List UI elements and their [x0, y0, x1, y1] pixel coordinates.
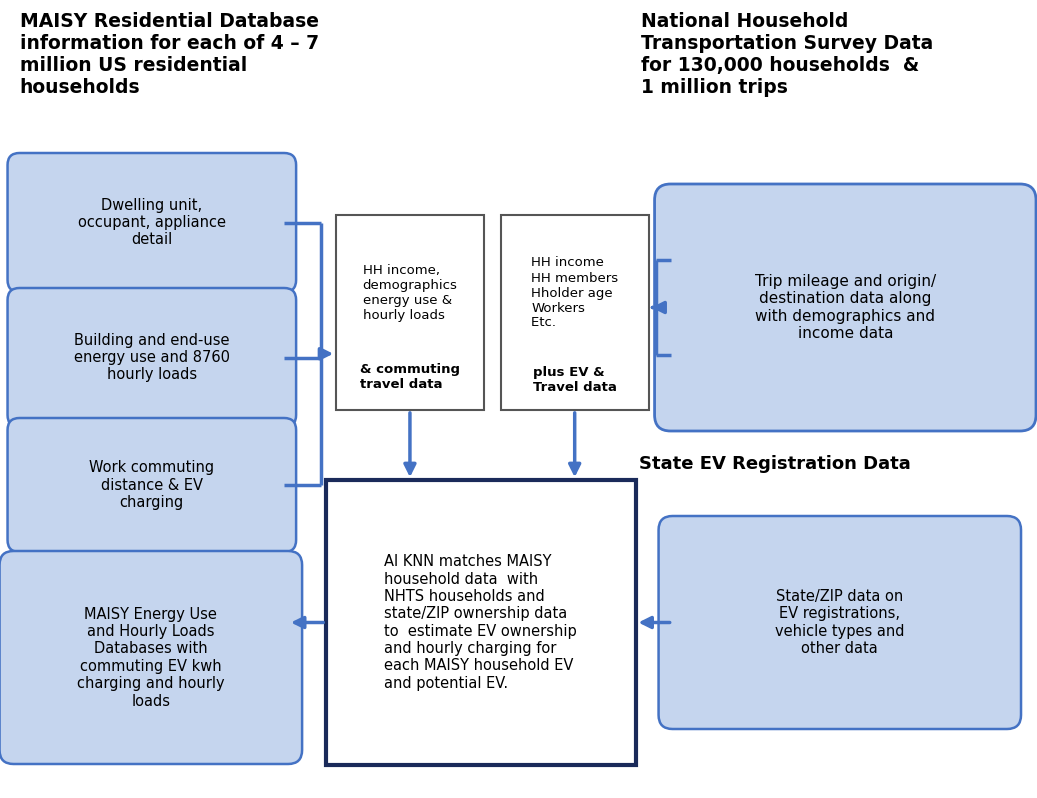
Text: Dwelling unit,
occupant, appliance
detail: Dwelling unit, occupant, appliance detai…: [78, 198, 226, 247]
Text: Building and end-use
energy use and 8760
hourly loads: Building and end-use energy use and 8760…: [74, 333, 230, 382]
Bar: [326, 480, 636, 765]
FancyBboxPatch shape: [7, 153, 297, 292]
FancyBboxPatch shape: [654, 184, 1036, 431]
Text: MAISY Residential Database
information for each of 4 – 7
million US residential
: MAISY Residential Database information f…: [20, 12, 318, 97]
Bar: [336, 215, 484, 410]
Text: Work commuting
distance & EV
charging: Work commuting distance & EV charging: [89, 460, 215, 510]
Text: MAISY Energy Use
and Hourly Loads
Databases with
commuting EV kwh
charging and h: MAISY Energy Use and Hourly Loads Databa…: [77, 606, 225, 709]
FancyBboxPatch shape: [7, 418, 297, 552]
Text: HH income,
demographics
energy use &
hourly loads: HH income, demographics energy use & hou…: [363, 264, 457, 322]
Text: plus EV &
Travel data: plus EV & Travel data: [533, 366, 617, 394]
Text: State/ZIP data on
EV registrations,
vehicle types and
other data: State/ZIP data on EV registrations, vehi…: [775, 589, 904, 656]
Text: State EV Registration Data: State EV Registration Data: [639, 455, 910, 473]
FancyBboxPatch shape: [7, 288, 297, 427]
FancyBboxPatch shape: [658, 516, 1021, 729]
Text: AI KNN matches MAISY
household data  with
NHTS households and
state/ZIP ownershi: AI KNN matches MAISY household data with…: [385, 554, 578, 691]
Text: Trip mileage and origin/
destination data along
with demographics and
income dat: Trip mileage and origin/ destination dat…: [755, 274, 935, 341]
Text: HH income
HH members
Hholder age
Workers
Etc.: HH income HH members Hholder age Workers…: [531, 256, 618, 330]
Bar: [501, 215, 648, 410]
Text: National Household
Transportation Survey Data
for 130,000 households  &
1 millio: National Household Transportation Survey…: [641, 12, 933, 97]
Text: & commuting
travel data: & commuting travel data: [360, 363, 460, 391]
FancyBboxPatch shape: [0, 551, 302, 764]
